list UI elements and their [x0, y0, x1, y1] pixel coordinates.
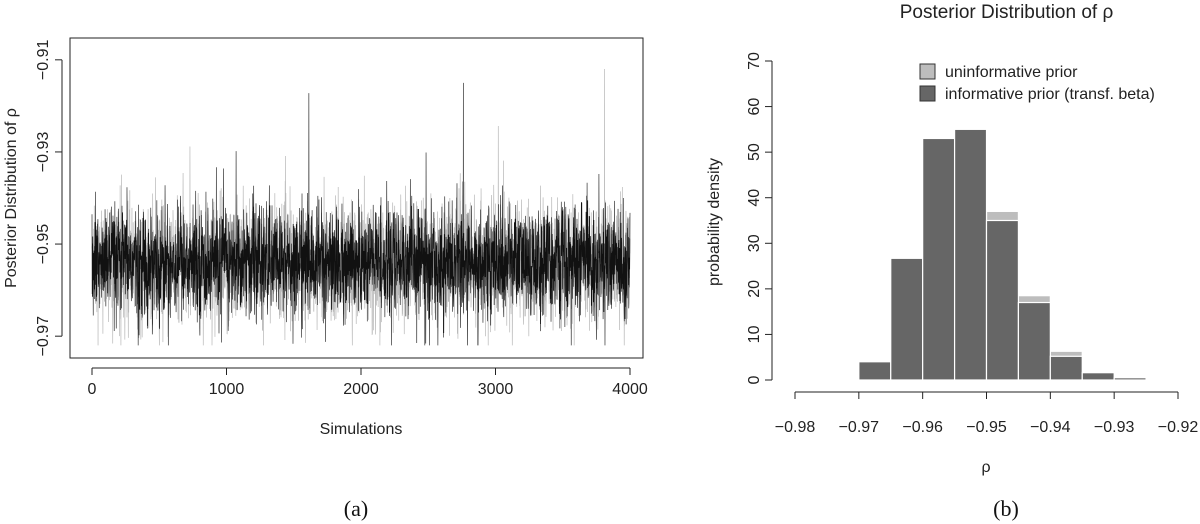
- y-tick-label: −0.93: [35, 132, 52, 173]
- y-axis-b: 0 10 20 30 40 50 60 70 probability density: [706, 52, 773, 384]
- chart-title-b: Posterior Distribution of ρ: [900, 2, 1114, 23]
- y-tick-label: 60: [746, 98, 763, 116]
- plot-frame-a: [69, 37, 644, 359]
- histogram-bar: [1049, 355, 1083, 381]
- y-axis-label-b: probability density: [706, 158, 723, 286]
- y-tick-label: 30: [746, 234, 763, 252]
- y-tick-label: 40: [746, 189, 763, 207]
- x-tick-label: −0.94: [1030, 419, 1071, 436]
- histogram-bar: [1113, 377, 1147, 381]
- x-tick-label: 0: [88, 381, 97, 398]
- y-tick-label: −0.91: [35, 39, 52, 80]
- legend: uninformative prior informative prior (tr…: [919, 63, 1155, 103]
- y-axis-a: −0.97 −0.95 −0.93 −0.91 Posterior Distributi…: [3, 39, 63, 357]
- x-axis-a: 0 1000 2000 3000 4000 Simulations: [88, 367, 648, 438]
- histogram-bar: [985, 219, 1020, 381]
- x-tick-label: 2000: [343, 381, 379, 398]
- y-tick-label: 10: [746, 325, 763, 343]
- x-tick-label: −0.98: [775, 419, 816, 436]
- trace-series-dark: [91, 82, 631, 346]
- x-tick-label: 4000: [612, 381, 648, 398]
- x-tick-label: −0.95: [966, 419, 1007, 436]
- y-tick-label: −0.95: [35, 224, 52, 265]
- histogram-bars: [826, 128, 1179, 381]
- legend-swatch: [919, 63, 936, 80]
- y-tick-label: 0: [746, 375, 763, 384]
- y-tick-label: 20: [746, 280, 763, 298]
- legend-swatch: [919, 85, 936, 102]
- histogram-bar: [858, 361, 892, 381]
- x-tick-label: −0.93: [1094, 419, 1135, 436]
- histogram-panel: Posterior Distribution of ρ−0.98 −0.97 −0.…: [706, 2, 1198, 521]
- legend-label: informative prior (transf. beta): [945, 86, 1155, 103]
- x-tick-label: −0.92: [1158, 419, 1199, 436]
- y-axis-label-a: Posterior Distribution of ρ: [3, 108, 20, 288]
- histogram-bar: [1017, 301, 1051, 381]
- x-tick-label: −0.97: [839, 419, 880, 436]
- legend-label: uninformative prior: [945, 64, 1078, 81]
- histogram-bar: [890, 257, 924, 381]
- histogram-bar: [1081, 372, 1115, 381]
- trace-plot-panel: 0 1000 2000 3000 4000Simulations−0.97−0.95−0…: [3, 37, 648, 521]
- y-tick-label: 70: [746, 52, 763, 70]
- y-tick-label: 50: [746, 143, 763, 161]
- panel-caption-a: (a): [344, 496, 368, 521]
- panel-caption-b: (b): [993, 496, 1019, 521]
- histogram-bar: [953, 128, 988, 381]
- x-axis-label-a: Simulations: [320, 421, 403, 438]
- x-tick-label: 1000: [209, 381, 245, 398]
- x-axis-label-b: ρ: [981, 459, 990, 476]
- bars-informative-prior: [826, 128, 1179, 381]
- y-tick-label: −0.97: [35, 316, 52, 357]
- trace-lines: [91, 69, 631, 346]
- histogram-bar: [922, 137, 956, 381]
- x-axis-b: −0.98 −0.97 −0.96 −0.95 −0.94 −0.93 −0.92 ρ: [775, 391, 1199, 476]
- x-tick-label: 3000: [478, 381, 514, 398]
- x-tick-label: −0.96: [902, 419, 943, 436]
